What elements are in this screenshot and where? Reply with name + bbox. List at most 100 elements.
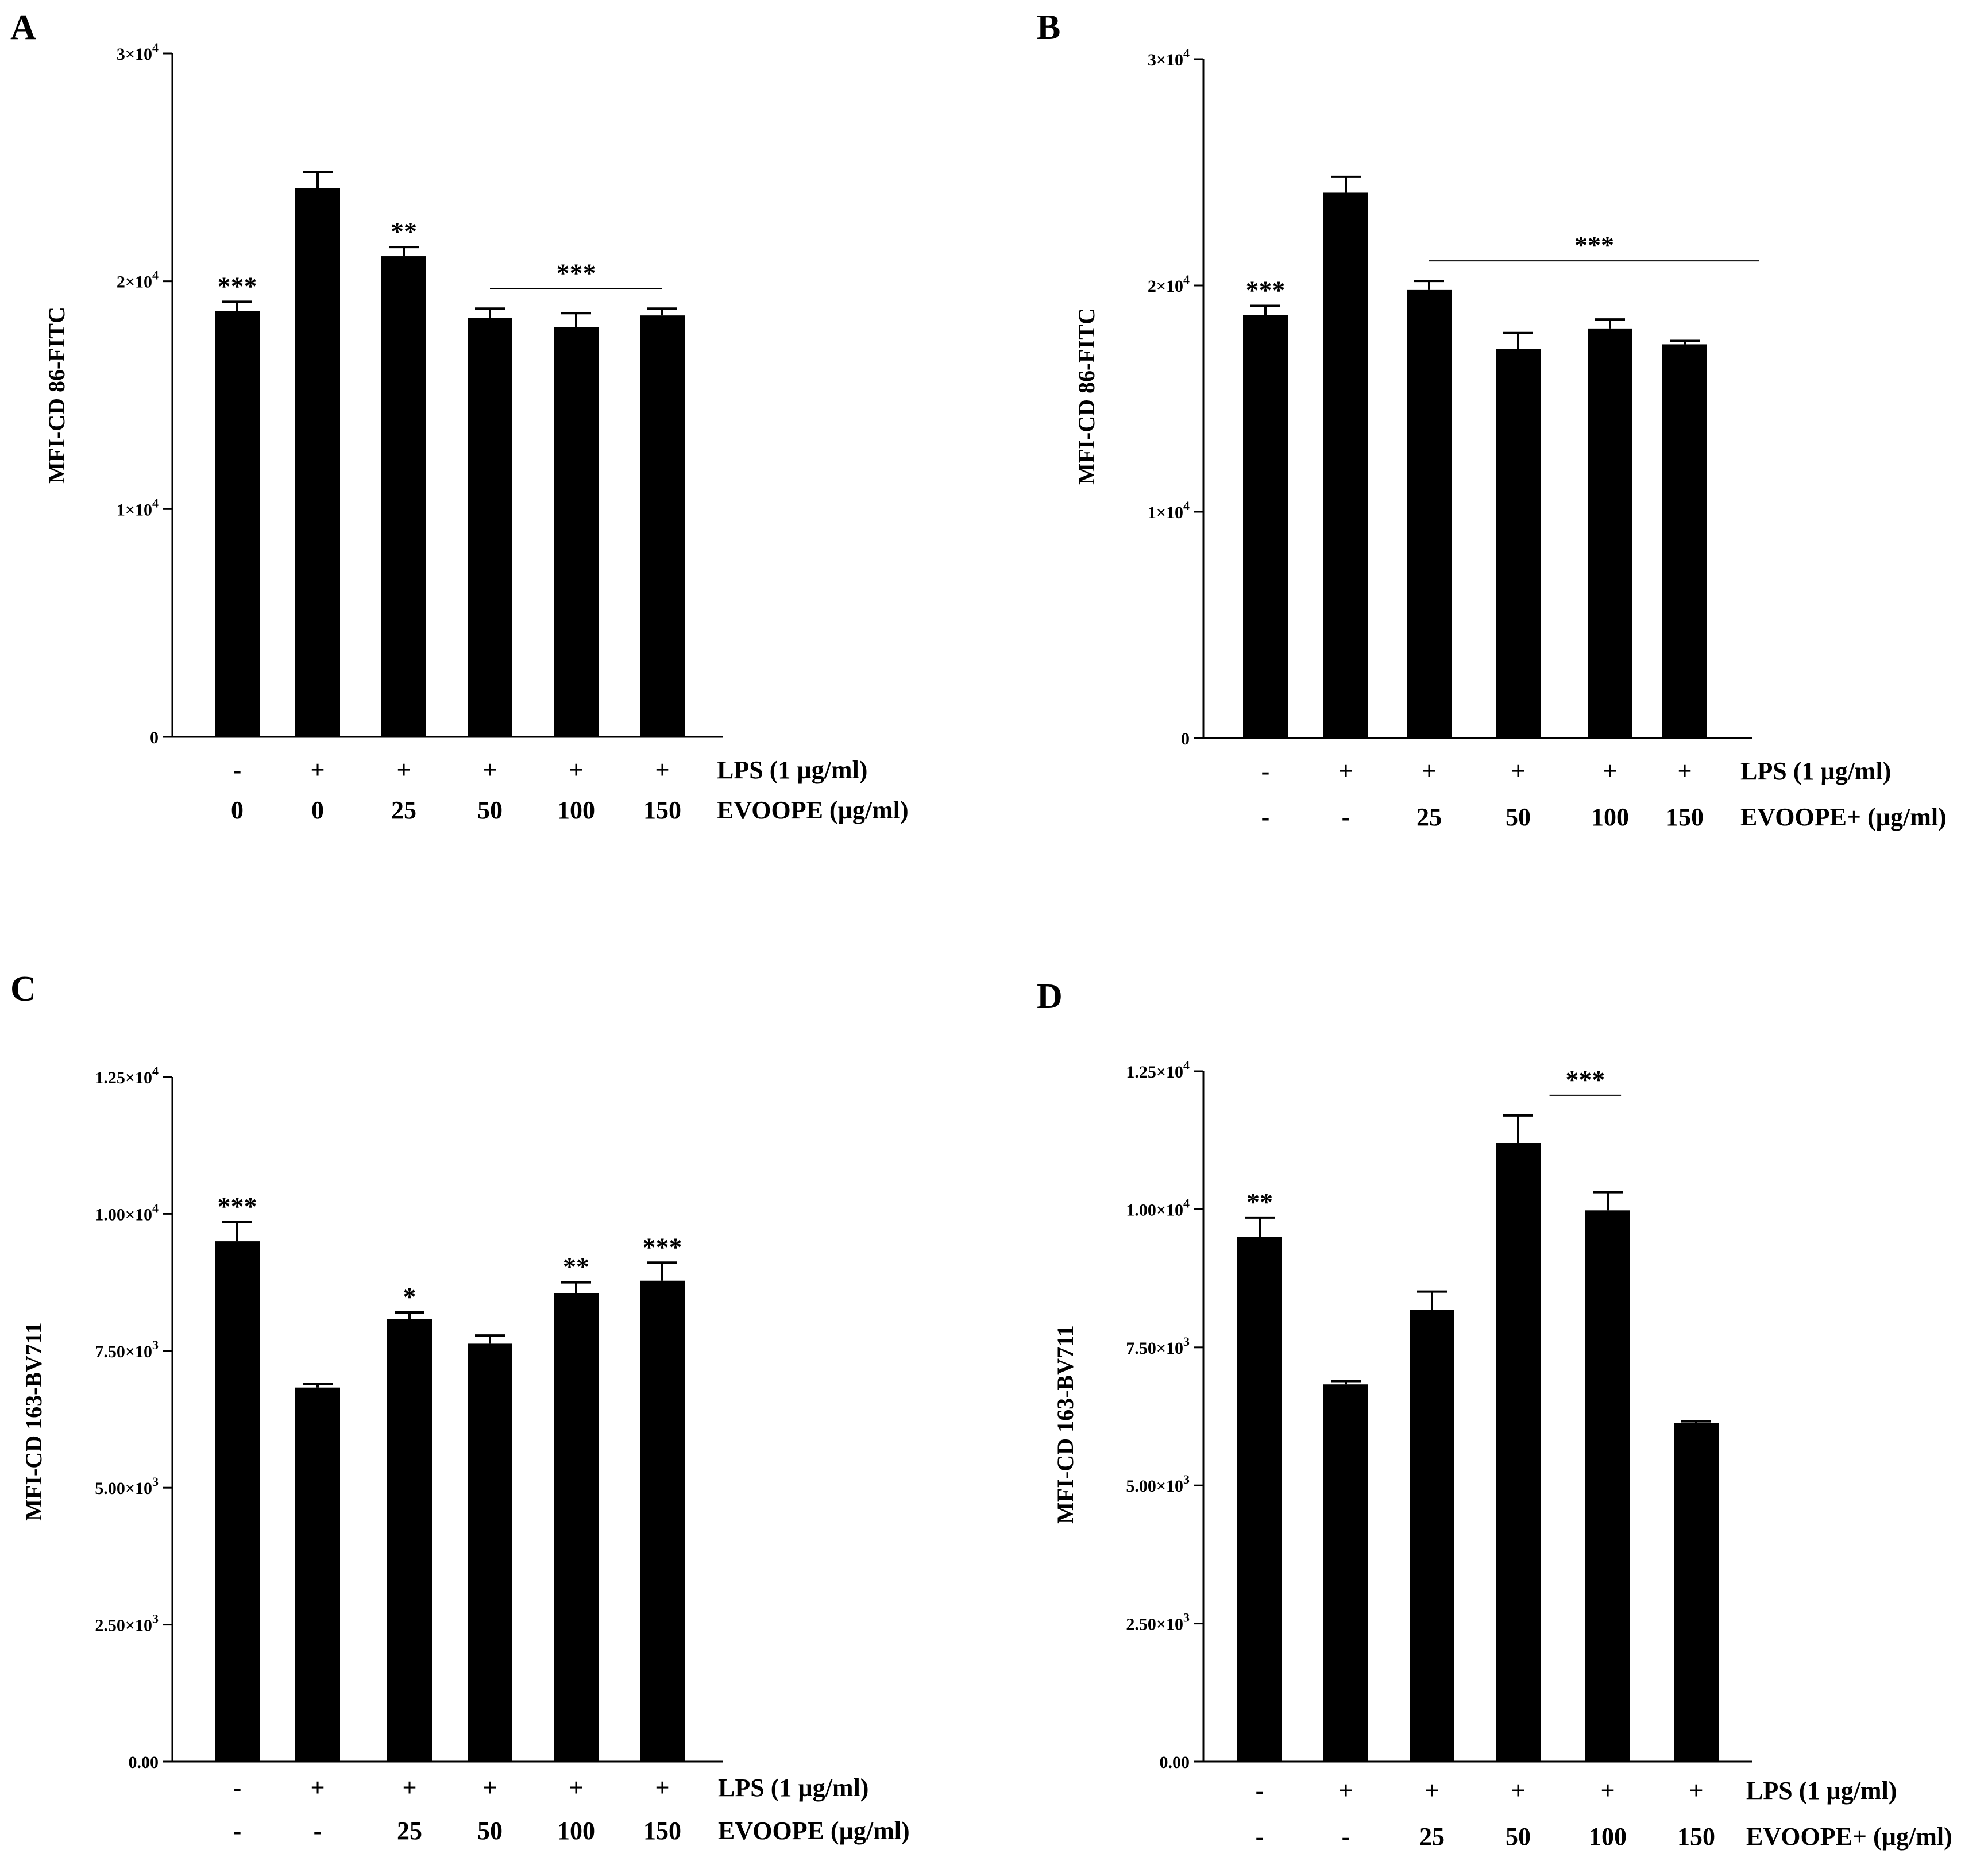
y-tick-label: 1×104 <box>117 496 159 519</box>
bar <box>1496 349 1541 738</box>
y-tick-mantissa: 2×10 <box>1148 277 1183 296</box>
lps-condition: + <box>1338 1777 1353 1805</box>
y-tick-mantissa: 0 <box>150 728 159 747</box>
y-tick-exponent: 4 <box>1183 272 1190 287</box>
bar <box>387 1319 432 1762</box>
y-tick-mantissa: 1.00×10 <box>95 1205 152 1224</box>
y-tick-mantissa: 2.50×10 <box>1126 1615 1183 1634</box>
y-tick-mantissa: 0.00 <box>129 1753 159 1772</box>
dose-condition: 100 <box>1589 1822 1627 1851</box>
y-tick-label: 1.25×104 <box>95 1064 159 1087</box>
dose-condition: 100 <box>557 796 595 824</box>
lps-row-label: LPS (1 µg/ml) <box>1740 757 1891 785</box>
lps-condition: - <box>1256 1777 1264 1805</box>
y-tick-label: 7.50×103 <box>95 1338 159 1361</box>
lps-condition: + <box>569 1774 583 1802</box>
y-tick-mantissa: 5.00×10 <box>1126 1477 1183 1496</box>
y-axis-label: MFI-CD 163-BV711 <box>21 1322 47 1521</box>
y-tick-label: 0 <box>1181 729 1190 748</box>
lps-condition: + <box>310 756 325 784</box>
y-axis-label: MFI-CD 163-BV711 <box>1052 1325 1078 1524</box>
y-tick-label: 2.50×103 <box>1126 1611 1190 1634</box>
lps-condition: + <box>396 756 411 784</box>
bar <box>295 1387 340 1762</box>
lps-condition: + <box>482 756 497 784</box>
panel-letter: B <box>1037 8 1060 47</box>
y-tick-mantissa: 2.50×10 <box>95 1616 152 1635</box>
y-tick-label: 2.50×103 <box>95 1612 159 1635</box>
dose-condition: 100 <box>1591 803 1629 831</box>
bar <box>1410 1310 1454 1762</box>
y-tick-mantissa: 0.00 <box>1160 1753 1190 1772</box>
significance-label: *** <box>1246 275 1286 304</box>
dose-condition: 50 <box>1506 1822 1531 1851</box>
bar <box>1407 289 1452 738</box>
significance-label: *** <box>643 1232 682 1261</box>
bar <box>295 188 340 737</box>
y-tick-exponent: 4 <box>1183 499 1190 513</box>
y-tick-label: 1.00×104 <box>1126 1196 1190 1219</box>
y-tick-exponent: 3 <box>1183 1611 1190 1625</box>
y-tick-mantissa: 3×10 <box>117 45 152 64</box>
bar <box>640 1280 685 1762</box>
dose-condition: 50 <box>477 796 503 824</box>
dose-condition: 100 <box>557 1817 595 1845</box>
y-tick-mantissa: 5.00×10 <box>95 1479 152 1498</box>
bar <box>468 318 512 737</box>
y-tick-label: 1.25×104 <box>1126 1058 1190 1082</box>
significance-label: *** <box>218 1192 257 1221</box>
bar <box>554 327 599 737</box>
significance-label: * <box>403 1282 416 1311</box>
y-tick-mantissa: 1×10 <box>1148 503 1183 522</box>
lps-condition: - <box>233 756 242 784</box>
dose-condition: 25 <box>1416 803 1442 831</box>
dose-row-label: EVOOPE+ (µg/ml) <box>1746 1822 1952 1851</box>
significance-label: *** <box>218 271 257 300</box>
y-tick-exponent: 4 <box>1183 46 1190 60</box>
y-tick-mantissa: 1.25×10 <box>1126 1063 1183 1082</box>
bar <box>1323 1384 1368 1762</box>
dose-condition: - <box>1342 803 1350 831</box>
lps-condition: + <box>1425 1777 1439 1805</box>
panel-letter: D <box>1037 977 1063 1016</box>
dose-condition: - <box>314 1817 322 1845</box>
lps-condition: + <box>1603 757 1617 785</box>
y-tick-exponent: 3 <box>1183 1334 1190 1349</box>
dose-condition: 150 <box>1666 803 1704 831</box>
lps-condition: + <box>310 1774 325 1802</box>
lps-condition: + <box>402 1774 416 1802</box>
y-tick-exponent: 3 <box>1183 1472 1190 1486</box>
bar <box>1662 344 1707 738</box>
y-tick-exponent: 3 <box>152 1338 159 1352</box>
lps-condition: - <box>1261 757 1270 785</box>
dose-condition: 150 <box>643 1817 681 1845</box>
bar <box>1674 1423 1719 1762</box>
lps-condition: + <box>1689 1777 1703 1805</box>
bar <box>215 1241 260 1762</box>
lps-row-label: LPS (1 µg/ml) <box>1746 1777 1897 1805</box>
lps-condition: + <box>1338 757 1353 785</box>
lps-condition: + <box>1600 1777 1615 1805</box>
significance-label: ** <box>1246 1187 1273 1217</box>
dose-condition: 25 <box>391 796 416 824</box>
bar <box>381 256 426 737</box>
bracket-label: *** <box>1565 1065 1605 1094</box>
dose-condition: 25 <box>397 1817 422 1845</box>
bar <box>1237 1237 1282 1762</box>
dose-condition: - <box>233 1817 242 1845</box>
y-tick-label: 3×104 <box>117 40 159 64</box>
panel-c: C0.002.50×1035.00×1037.50×1031.00×1041.2… <box>10 970 910 1845</box>
dose-condition: 25 <box>1419 1822 1445 1851</box>
dose-condition: 150 <box>1677 1822 1715 1851</box>
y-tick-mantissa: 0 <box>1181 729 1190 748</box>
lps-condition: + <box>569 756 583 784</box>
y-tick-label: 7.50×103 <box>1126 1334 1190 1358</box>
bracket-label: *** <box>557 258 596 287</box>
bar <box>1588 328 1632 738</box>
y-tick-label: 5.00×103 <box>1126 1472 1190 1496</box>
bar <box>554 1293 599 1762</box>
y-tick-mantissa: 2×10 <box>117 273 152 292</box>
lps-condition: + <box>1511 757 1525 785</box>
